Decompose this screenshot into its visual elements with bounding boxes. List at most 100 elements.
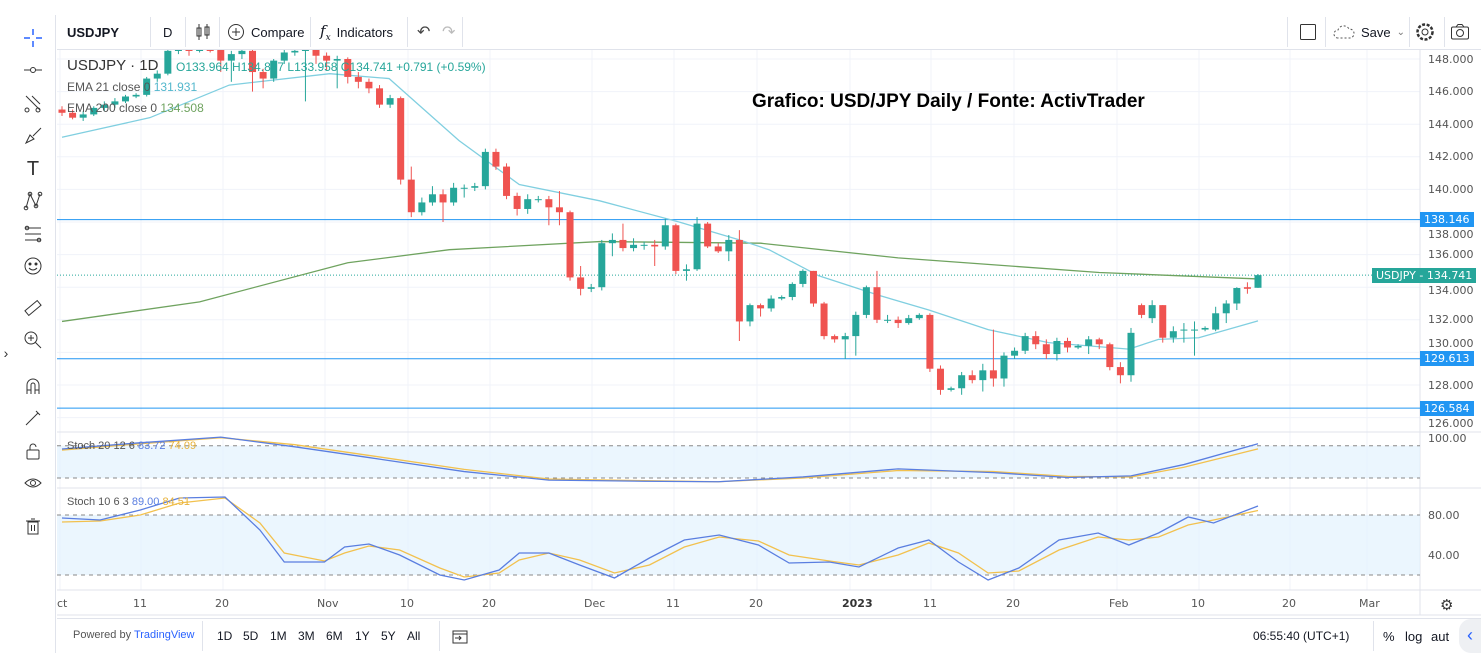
candle-body	[301, 50, 309, 51]
legend-ema21[interactable]: EMA 21 close 0 131.931	[67, 80, 197, 94]
zoom-in-icon[interactable]	[20, 327, 46, 353]
range-button-1y[interactable]: 1Y	[355, 629, 370, 643]
interval-button[interactable]: D	[163, 15, 172, 49]
candle-body	[820, 303, 828, 337]
date-range-icon[interactable]	[451, 629, 469, 648]
unlock-icon[interactable]	[20, 438, 46, 464]
time-tick-label: Dec	[584, 597, 606, 610]
legend-stoch2[interactable]: Stoch 10 6 3 89.00 84.51	[67, 496, 190, 508]
crosshair-icon[interactable]	[20, 25, 46, 51]
price-tick-label: 148.000	[1428, 52, 1474, 66]
candle-body	[132, 94, 140, 97]
candle-body	[1021, 336, 1029, 351]
powered-by[interactable]: Powered by TradingView	[73, 629, 195, 641]
time-tick-label: 20	[749, 597, 763, 610]
pattern-icon[interactable]	[20, 188, 46, 214]
trash-icon[interactable]	[20, 513, 46, 539]
candle-body	[174, 50, 182, 51]
candle-body	[1148, 305, 1156, 319]
fullscreen-icon[interactable]	[1299, 15, 1317, 49]
candle-body	[1095, 339, 1103, 345]
log-toggle[interactable]: log	[1405, 629, 1423, 644]
chevron-down-icon[interactable]: ⌄	[1396, 26, 1406, 38]
candle-body	[1159, 305, 1167, 338]
stoch1-d-value: 74.09	[168, 440, 197, 452]
cloud-icon	[1333, 25, 1355, 39]
candle-body	[344, 59, 352, 77]
save-button[interactable]: Save ⌄	[1333, 15, 1405, 49]
candle-body	[259, 72, 267, 79]
candle-body	[587, 287, 595, 289]
eye-icon[interactable]	[20, 470, 46, 496]
fib-tool-icon[interactable]	[20, 90, 46, 116]
candle-body	[608, 239, 616, 244]
candle-body	[333, 59, 341, 61]
candle-body	[291, 50, 299, 53]
candle-body	[270, 60, 278, 79]
bottom-toolbar: Powered by TradingView 1D 5D 1M 3M 6M 1Y 5Y All…	[57, 618, 1481, 654]
candle-body	[989, 370, 997, 379]
candle-body	[640, 244, 648, 246]
range-button-5y[interactable]: 5Y	[381, 629, 396, 643]
range-button-1m[interactable]: 1M	[270, 629, 287, 643]
drawing-toolbar: T ›	[0, 15, 56, 653]
lock-drawing-icon[interactable]	[20, 405, 46, 431]
redo-icon[interactable]: ↷	[442, 24, 456, 41]
brush-icon[interactable]	[20, 123, 46, 149]
compare-button[interactable]: Compare	[227, 15, 304, 49]
axis-settings-gear-icon[interactable]: ⚙	[1440, 597, 1454, 614]
range-button-1d[interactable]: 1D	[217, 629, 233, 643]
collapse-chevron-left-icon[interactable]: ‹	[1459, 619, 1481, 653]
candle-body	[79, 114, 87, 118]
candle-body	[693, 223, 701, 270]
price-tick-label: 144.000	[1428, 117, 1474, 131]
stoch2-d-value: 84.51	[162, 496, 190, 508]
indicators-button[interactable]: fx Indicators	[320, 15, 393, 49]
range-button-5d[interactable]: 5D	[243, 629, 259, 643]
undo-icon[interactable]: ↶	[417, 24, 431, 41]
candle-body	[936, 368, 944, 390]
stoch2-band	[57, 515, 1420, 575]
candle-body	[481, 151, 489, 187]
candle-body	[704, 223, 712, 247]
candle-body	[471, 186, 479, 188]
candle-body	[619, 239, 627, 249]
percent-toggle[interactable]: %	[1383, 629, 1395, 644]
candle-body	[1180, 329, 1188, 331]
chart-type-button[interactable]	[195, 15, 211, 49]
camera-icon[interactable]	[1450, 15, 1470, 49]
candle-body	[1074, 345, 1082, 348]
auto-toggle[interactable]: aut	[1431, 629, 1450, 644]
legend-ema200[interactable]: EMA 200 close 0 134.508	[67, 101, 204, 115]
range-button-6m[interactable]: 6M	[326, 629, 343, 643]
candle-body	[1000, 355, 1008, 379]
candle-body	[122, 96, 130, 102]
symbol-search-button[interactable]: USDJPY	[67, 15, 119, 49]
candle-body	[164, 50, 172, 74]
candle-body	[958, 375, 966, 389]
trend-line-icon[interactable]	[20, 57, 46, 83]
candle-body	[555, 207, 563, 213]
ruler-icon[interactable]	[20, 295, 46, 321]
ema21-line	[61, 73, 1259, 350]
stoch2-tick-label: 40.00	[1428, 548, 1460, 562]
prediction-icon[interactable]	[20, 221, 46, 247]
magnet-icon[interactable]	[20, 373, 46, 399]
candle-body	[873, 287, 881, 320]
text-tool-icon[interactable]: T	[26, 157, 40, 180]
candle-body	[757, 305, 765, 309]
candle-body	[143, 78, 151, 95]
candle-body	[841, 336, 849, 340]
price-tick-label: 136.000	[1428, 248, 1474, 262]
time-tick-label: 10	[400, 597, 414, 610]
settings-gear-icon[interactable]	[1415, 15, 1435, 49]
range-button-all[interactable]: All	[407, 629, 421, 643]
emoji-icon[interactable]	[20, 253, 46, 279]
chevron-right-icon[interactable]: ›	[3, 345, 9, 361]
candle-body	[831, 336, 839, 340]
range-button-3m[interactable]: 3M	[298, 629, 315, 643]
candle-body	[979, 370, 987, 381]
legend-stoch1[interactable]: Stoch 20 12 6 83.72 74.09	[67, 440, 196, 452]
clock-readout[interactable]: 06:55:40 (UTC+1)	[1253, 629, 1350, 643]
